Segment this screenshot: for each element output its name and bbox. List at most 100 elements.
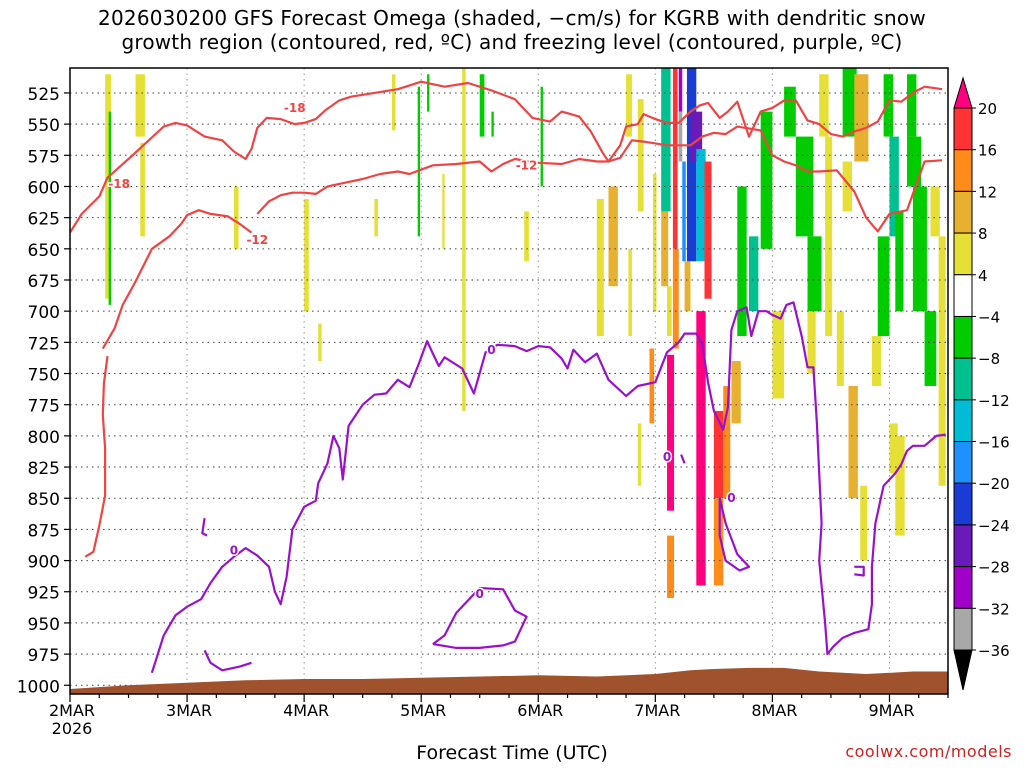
omega-cell-29 xyxy=(672,248,679,349)
snow-growth-contour-1 xyxy=(101,209,253,350)
omega-cell-33 xyxy=(678,111,683,162)
omega-cell-0 xyxy=(105,74,111,299)
omega-cell-31 xyxy=(667,535,675,598)
colorbar-segment-10 xyxy=(953,482,973,526)
omega-cell-32 xyxy=(678,68,683,112)
x-axis-label: Forecast Time (UTC) xyxy=(416,742,608,764)
colorbar-label-12: −32 xyxy=(978,600,1010,618)
snow-growth-label-2: -12 xyxy=(246,233,268,247)
omega-shading xyxy=(105,68,946,598)
omega-cell-9 xyxy=(417,86,421,237)
y-tick-label-875: 875 xyxy=(28,521,60,541)
omega-cell-3 xyxy=(108,111,111,305)
colorbar-segment-5 xyxy=(953,274,973,317)
x-tick-label-4MAR: 4MAR xyxy=(283,701,329,720)
y-tick-label-975: 975 xyxy=(28,646,60,666)
omega-cell-51 xyxy=(807,236,822,312)
colorbar: 20 16 12 8 4 −4 −8 −12 −16 −20 −24 −28 −32 −36 xyxy=(953,76,1010,691)
freezing-level-label-1: 0 xyxy=(230,544,238,558)
y-tick-label-600: 600 xyxy=(28,178,60,198)
omega-cell-6 xyxy=(318,323,322,362)
colorbar-segment-2 xyxy=(953,149,973,192)
colorbar-label-11: −28 xyxy=(978,559,1010,577)
omega-cell-20 xyxy=(628,248,632,337)
colorbar-label-9: −20 xyxy=(978,475,1010,493)
omega-cell-54 xyxy=(825,136,833,337)
colorbar-top-arrow xyxy=(953,76,973,109)
colorbar-segment-9 xyxy=(953,441,973,484)
omega-cell-42 xyxy=(713,498,724,586)
omega-cell-18 xyxy=(608,186,618,287)
colorbar-label-13: −36 xyxy=(978,642,1010,660)
x-year-label: 2026 xyxy=(52,719,93,738)
colorbar-bottom-arrow xyxy=(953,649,973,691)
y-tick-label-925: 925 xyxy=(28,584,60,604)
omega-cell-2 xyxy=(140,142,145,237)
colorbar-segment-7 xyxy=(953,357,973,401)
omega-cell-58 xyxy=(848,385,858,499)
colorbar-label-1: 16 xyxy=(978,142,997,160)
colorbar-label-4: 4 xyxy=(978,267,988,285)
omega-cell-34 xyxy=(682,161,686,262)
snow-growth-label-3: -12 xyxy=(516,158,538,172)
omega-cell-13 xyxy=(479,74,485,137)
y-tick-label-575: 575 xyxy=(28,147,60,167)
colorbar-label-0: 20 xyxy=(978,100,997,118)
omega-cell-35 xyxy=(684,261,691,312)
title-line-1: 2026030200 GFS Forecast Omega (shaded, −… xyxy=(98,6,926,30)
omega-cell-40 xyxy=(704,161,712,299)
colorbar-label-10: −24 xyxy=(978,517,1010,535)
colorbar-label-5: −4 xyxy=(978,308,1000,326)
omega-cell-30 xyxy=(667,354,675,511)
omega-cell-12 xyxy=(462,68,466,411)
colorbar-label-7: −12 xyxy=(978,392,1010,410)
y-tick-label-850: 850 xyxy=(28,490,60,510)
colorbar-segment-8 xyxy=(953,399,973,443)
omega-cell-17 xyxy=(596,198,604,337)
omega-cell-28 xyxy=(672,68,678,249)
omega-cell-16 xyxy=(540,86,543,187)
omega-cell-71 xyxy=(924,311,937,386)
omega-cell-69 xyxy=(907,136,922,187)
omega-cell-41 xyxy=(713,410,724,499)
colorbar-segment-6 xyxy=(953,315,973,359)
omega-cell-61 xyxy=(871,336,882,386)
colorbar-label-2: 12 xyxy=(978,183,997,201)
snow-growth-contour-3 xyxy=(84,355,109,558)
colorbar-segment-4 xyxy=(953,232,973,276)
ground-fill xyxy=(70,667,948,694)
omega-cell-49 xyxy=(784,86,796,137)
freezing-level-contour-0 xyxy=(150,301,946,674)
y-tick-label-700: 700 xyxy=(28,303,60,323)
omega-cell-53 xyxy=(819,74,829,137)
colorbar-segment-11 xyxy=(953,524,973,568)
omega-cell-39 xyxy=(696,311,706,586)
y-tick-label-650: 650 xyxy=(28,241,60,261)
snow-growth-label-0: -18 xyxy=(108,177,130,191)
colorbar-segment-13 xyxy=(953,607,973,651)
colorbar-label-6: −8 xyxy=(978,350,1000,368)
freezing-level-contour-3 xyxy=(680,454,686,464)
colorbar-segment-1 xyxy=(953,107,973,151)
omega-cell-7 xyxy=(374,198,378,237)
omega-cell-5 xyxy=(304,198,309,312)
omega-cell-48 xyxy=(772,311,785,399)
omega-cell-57 xyxy=(842,161,853,212)
omega-cell-43 xyxy=(723,385,731,499)
x-tick-label-3MAR: 3MAR xyxy=(166,701,212,720)
omega-cell-72 xyxy=(930,186,940,237)
omega-cell-50 xyxy=(795,136,814,237)
y-tick-label-1000: 1000 xyxy=(17,677,60,697)
omega-cell-46 xyxy=(748,236,759,312)
omega-cell-66 xyxy=(889,423,898,474)
omega-cell-23 xyxy=(649,348,655,424)
ground-terrain xyxy=(70,667,948,694)
y-tick-label-525: 525 xyxy=(28,85,60,105)
omega-cell-64 xyxy=(889,136,899,237)
omega-cell-65 xyxy=(895,211,904,312)
omega-cell-19 xyxy=(626,74,632,137)
omega-cell-14 xyxy=(491,111,494,137)
omega-cell-25 xyxy=(661,68,671,212)
snow-growth-contour-0 xyxy=(70,80,943,234)
omega-cell-67 xyxy=(895,435,905,536)
